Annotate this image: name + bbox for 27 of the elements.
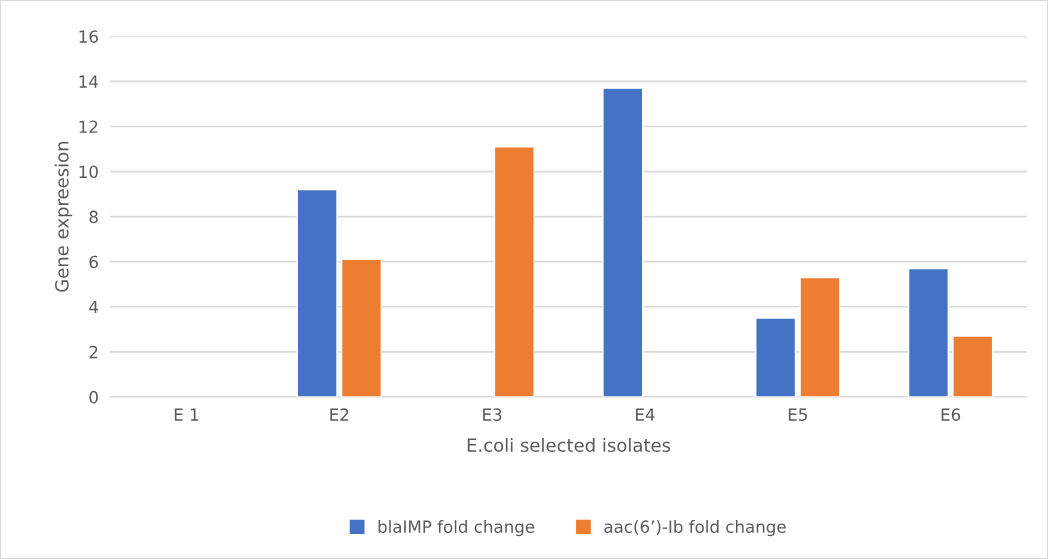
bar: [799, 276, 841, 397]
bar: [340, 258, 383, 397]
x-tick-label: E5: [788, 408, 807, 421]
bar: [296, 188, 338, 397]
bar: [907, 267, 950, 397]
x-axis-title: E.coli selected isolates: [467, 438, 671, 452]
y-tick-label: 10: [79, 165, 98, 179]
y-axis-title: Gene expreesion: [54, 141, 73, 292]
bar: [755, 317, 797, 397]
y-tick-label: 12: [79, 120, 98, 133]
x-tick-label: E2: [330, 408, 349, 421]
y-tick-label: 6: [89, 255, 98, 269]
bar: [493, 146, 535, 397]
legend-label: aac(6’)-Ib fold change: [604, 520, 786, 537]
x-tick-label: E 1: [174, 408, 199, 421]
x-tick-label: E6: [941, 408, 961, 421]
bar: [602, 87, 644, 397]
y-tick-label: 2: [89, 345, 98, 359]
y-tick-label: 4: [89, 300, 98, 314]
legend-label: blaIMP fold change: [378, 520, 535, 537]
y-tick-label: 16: [79, 30, 98, 43]
y-tick-label: 8: [89, 210, 98, 224]
x-tick-label: E4: [636, 408, 655, 421]
y-tick-label: 0: [89, 390, 98, 404]
y-tick-label: 14: [79, 75, 98, 88]
x-tick-label: E3: [483, 408, 502, 421]
bar: [952, 335, 994, 397]
